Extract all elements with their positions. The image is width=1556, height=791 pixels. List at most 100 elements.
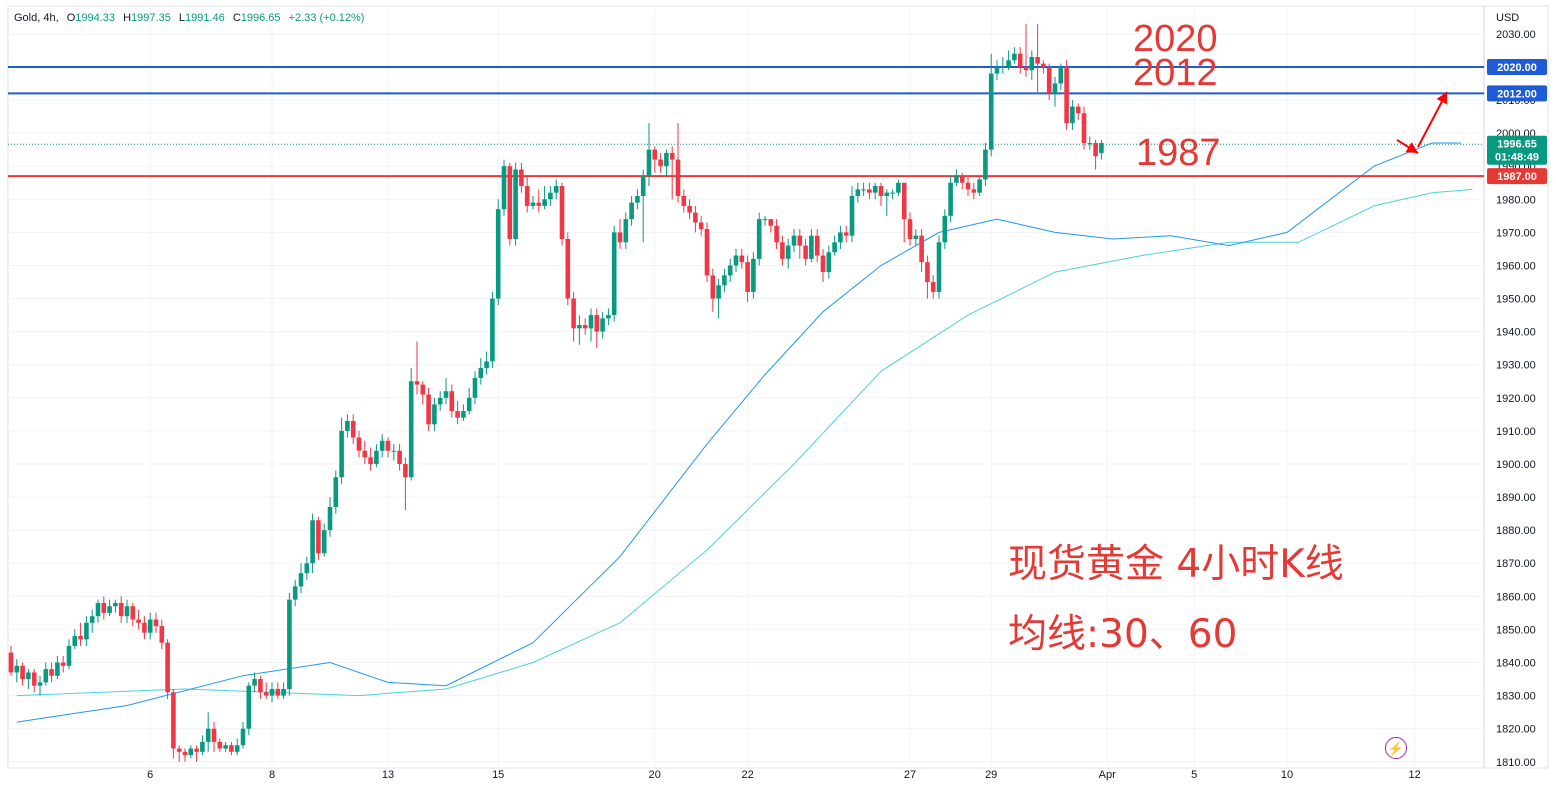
candle	[345, 414, 350, 438]
candle-body	[548, 192, 553, 200]
candle	[397, 444, 402, 471]
candle-body	[72, 636, 78, 646]
candle-body	[832, 242, 837, 253]
candle	[165, 639, 170, 699]
candle	[658, 152, 663, 173]
y-tick-label: 1940.00	[1496, 327, 1536, 339]
candle-body	[780, 242, 785, 259]
symbol-label[interactable]: Gold, 4h,	[14, 12, 59, 24]
candle-body	[1012, 53, 1017, 61]
ohlc-legend: Gold, 4h, O1994.33 H1997.35 L1991.46 C19…	[14, 12, 369, 24]
price-tag-1987-bg	[1487, 168, 1547, 185]
candle	[316, 516, 321, 560]
candle	[84, 616, 89, 646]
candle	[1029, 50, 1035, 81]
candle-body	[536, 202, 542, 206]
candle	[710, 268, 716, 312]
candle-body	[513, 169, 518, 239]
candle-body	[200, 741, 205, 752]
candle-body	[246, 685, 252, 729]
candle-body	[745, 262, 750, 292]
candle-body	[118, 602, 124, 617]
candle	[774, 219, 779, 249]
candle	[530, 195, 536, 210]
candle-body	[223, 745, 228, 749]
candle	[629, 195, 634, 226]
price-tag-1987: 1987.00	[1487, 168, 1547, 185]
candle	[838, 225, 843, 249]
y-tick-label: 1970.00	[1496, 227, 1536, 239]
candle-body	[925, 262, 930, 283]
candle	[420, 381, 426, 405]
candle	[1000, 57, 1006, 74]
candle	[124, 599, 130, 623]
candle	[432, 397, 437, 431]
y-tick-label: 1980.00	[1496, 194, 1536, 206]
candle-body	[20, 665, 25, 680]
candle-body	[455, 411, 460, 418]
candle	[333, 470, 339, 514]
candle	[414, 341, 420, 395]
y-tick-label: 1860.00	[1496, 591, 1536, 603]
annotation-2020: 2020	[1133, 18, 1218, 60]
candle	[240, 722, 246, 749]
candle-body	[942, 215, 948, 243]
candle	[60, 655, 66, 673]
x-tick-label: 13	[382, 769, 394, 781]
candle	[217, 738, 223, 752]
candle-body	[1023, 66, 1029, 71]
candle	[820, 248, 826, 283]
candle-body	[733, 255, 739, 266]
x-tick-label: 22	[741, 769, 753, 781]
candle	[327, 497, 333, 537]
chart-caption-ma: 均线:30、60	[1008, 612, 1238, 657]
candle-body	[826, 252, 832, 273]
candle-body	[501, 166, 507, 210]
candle	[571, 291, 576, 342]
candle-body	[751, 258, 756, 292]
candle	[681, 189, 687, 213]
candle	[1035, 23, 1040, 94]
candle-body	[600, 318, 605, 332]
candle	[559, 182, 565, 246]
y-tick-label: 1810.00	[1496, 757, 1536, 769]
candle-body	[913, 235, 919, 239]
candle	[594, 308, 600, 349]
x-tick-label: 29	[985, 769, 997, 781]
candle	[751, 252, 756, 299]
candle-body	[229, 745, 234, 752]
candle-body	[872, 186, 878, 193]
lightning-icon[interactable]: ⚡	[1385, 737, 1407, 759]
candle	[495, 199, 501, 306]
candle-body	[594, 315, 600, 332]
candle	[954, 169, 959, 187]
candle	[959, 172, 965, 190]
currency-label[interactable]: USD	[1496, 12, 1520, 24]
candle-body	[617, 232, 623, 243]
candle-body	[159, 626, 165, 643]
candle	[368, 447, 373, 471]
candle	[461, 404, 466, 421]
candle	[809, 229, 814, 263]
y-tick-label: 1830.00	[1496, 691, 1536, 703]
candle	[617, 219, 623, 249]
candle-body	[350, 420, 356, 438]
candle	[472, 371, 478, 405]
candle-body	[124, 606, 130, 617]
candle-body	[930, 282, 936, 292]
price-tag-2012: 2012.00	[1487, 85, 1547, 102]
candle	[37, 675, 43, 696]
price-tag-2012-bg	[1487, 85, 1547, 102]
candle	[542, 186, 547, 210]
candle	[1087, 136, 1093, 150]
candle	[814, 229, 820, 263]
candle-body	[896, 182, 901, 193]
forecast-arrows	[1396, 91, 1448, 154]
candle	[635, 189, 640, 210]
candle	[95, 599, 101, 623]
candle-body	[339, 430, 344, 478]
candle-body	[582, 325, 588, 329]
y-tick-label: 1950.00	[1496, 294, 1536, 306]
